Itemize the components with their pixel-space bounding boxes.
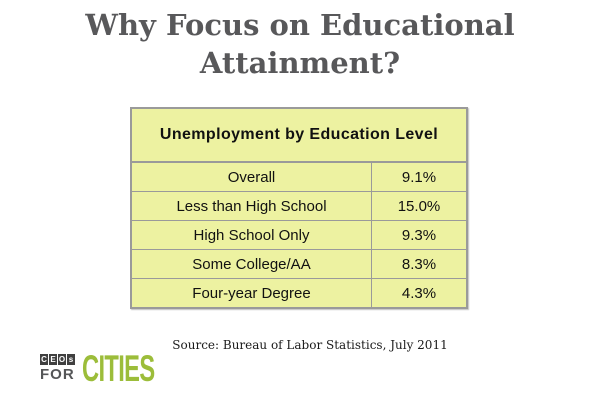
- table-row: Four-year Degree 4.3%: [132, 279, 466, 307]
- logo-tile-c: C: [40, 354, 48, 365]
- ceos-for-cities-logo: C E O s FOR CITIES: [40, 348, 195, 389]
- row-value: 9.3%: [371, 221, 466, 249]
- logo-ceos-tiles: C E O s: [40, 354, 80, 365]
- table-row: Some College/AA 8.3%: [132, 250, 466, 279]
- logo-cities-text: CITIES: [82, 348, 155, 389]
- unemployment-table: Unemployment by Education Level Overall …: [130, 107, 468, 309]
- row-label: High School Only: [193, 226, 310, 244]
- page-title-line1: Why Focus on Educational: [85, 8, 515, 42]
- page-title-line2: Attainment?: [199, 46, 401, 80]
- row-value: 9.1%: [371, 163, 466, 191]
- row-value: 4.3%: [371, 279, 466, 307]
- logo-for-text: FOR: [40, 366, 75, 383]
- row-label: Overall: [227, 168, 276, 186]
- row-label: Some College/AA: [192, 255, 311, 273]
- row-value: 15.0%: [371, 192, 466, 220]
- row-label: Less than High School: [176, 197, 327, 215]
- table-row: Less than High School 15.0%: [132, 192, 466, 221]
- row-value: 8.3%: [371, 250, 466, 278]
- table-header: Unemployment by Education Level: [132, 109, 466, 163]
- logo-tile-s: s: [67, 354, 75, 365]
- logo-tile-e: E: [49, 354, 57, 365]
- logo-left-block: C E O s FOR: [40, 354, 80, 383]
- table-row: High School Only 9.3%: [132, 221, 466, 250]
- row-label: Four-year Degree: [192, 284, 311, 302]
- logo-tile-o: O: [58, 354, 66, 365]
- source-attribution: Source: Bureau of Labor Statistics, July…: [172, 338, 448, 352]
- page-title: Why Focus on Educational Attainment?: [0, 6, 600, 82]
- table-row: Overall 9.1%: [132, 163, 466, 192]
